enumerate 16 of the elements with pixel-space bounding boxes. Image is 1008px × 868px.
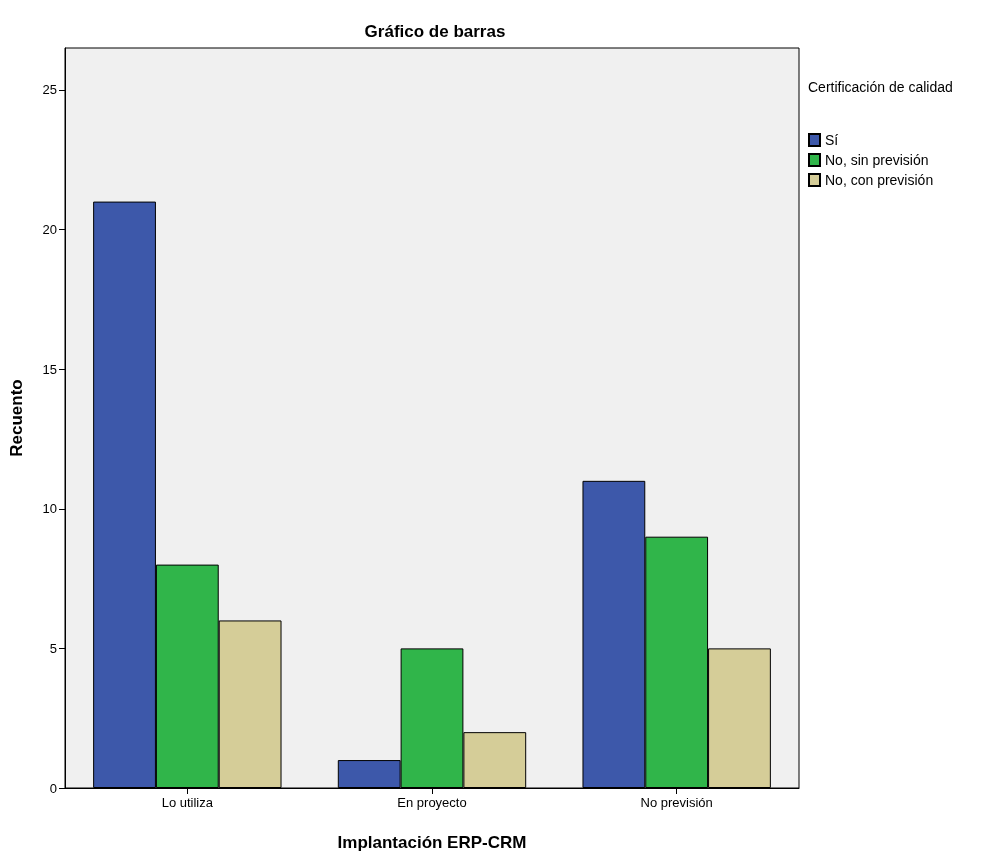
x-tick-label: En proyecto xyxy=(397,795,467,810)
x-tick-label: No previsión xyxy=(640,795,713,810)
y-tick-label: 5 xyxy=(49,640,57,656)
x-tick-label: Lo utiliza xyxy=(161,795,214,810)
legend-title: Certificación de calidad xyxy=(808,78,953,95)
y-tick-label: 25 xyxy=(42,82,57,98)
legend-label: No, con previsión xyxy=(825,172,934,188)
y-tick-label: 20 xyxy=(42,222,57,238)
y-axis-title: Recuento xyxy=(7,379,26,457)
chart-title: Gráfico de barras xyxy=(364,22,506,41)
legend-label: Sí xyxy=(825,132,839,148)
y-tick-label: 15 xyxy=(42,361,57,377)
legend-label: No, sin previsión xyxy=(825,152,929,168)
x-axis-title: Implantación ERP-CRM xyxy=(337,833,527,852)
y-tick-label: 0 xyxy=(49,780,57,796)
y-tick-label: 10 xyxy=(42,501,57,517)
